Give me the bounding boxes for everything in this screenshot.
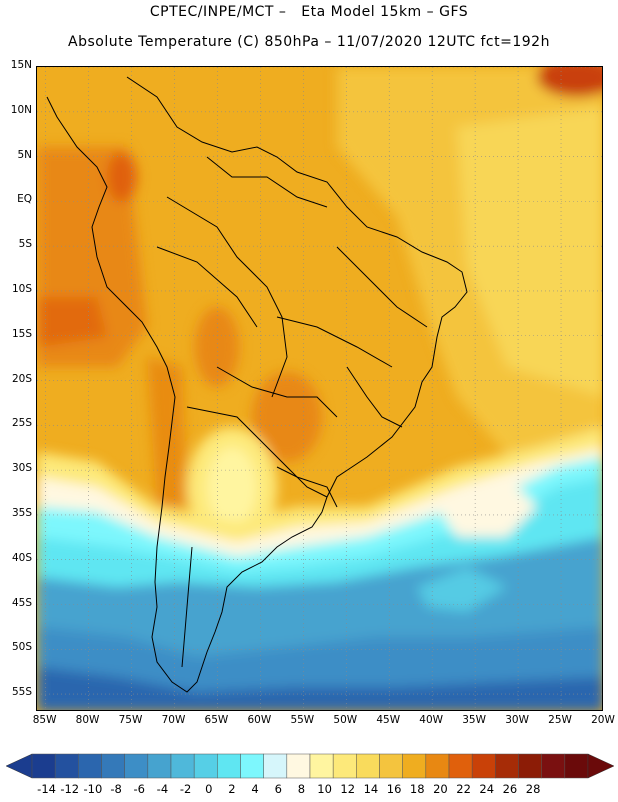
colorbar-tick-label: 22 (456, 782, 471, 796)
temperature-colorbar (0, 748, 618, 798)
colorbar-swatch (147, 753, 172, 779)
longitude-tick-label: 65W (204, 714, 229, 726)
latitude-tick-label: 5N (17, 148, 32, 161)
colorbar-swatch (101, 753, 125, 779)
longitude-tick-label: 85W (32, 714, 57, 726)
colorbar-swatch (332, 753, 357, 779)
graticule (37, 67, 602, 710)
colorbar-swatch (564, 753, 589, 779)
colorbar-tick-label: 8 (297, 782, 306, 796)
colorbar-tick-label: 18 (409, 782, 425, 796)
colorbar-tick-label: 26 (502, 782, 518, 796)
colorbar-tick-label: -12 (60, 782, 80, 796)
latitude-tick-label: 20S (11, 372, 32, 385)
longitude-tick-label: 45W (376, 714, 401, 726)
colorbar-tick-label: 24 (479, 782, 495, 796)
latitude-tick-label: 25S (11, 417, 32, 430)
map-title-line-1: CPTEC/INPE/MCT – Eta Model 15km – GFS (149, 4, 469, 20)
colorbar-tick-label: 4 (251, 782, 259, 796)
longitude-tick-label: 20W (591, 714, 615, 726)
colorbar-tick-label: 28 (525, 782, 541, 796)
longitude-tick-label: 30W (505, 714, 529, 726)
colorbar-swatch (425, 753, 450, 779)
longitude-tick-label: 70W (161, 714, 186, 726)
colorbar-tick-label: 20 (433, 782, 448, 796)
colorbar-swatch (78, 753, 102, 779)
latitude-tick-label: 5S (18, 238, 32, 251)
colorbar-swatch (518, 753, 542, 779)
colorbar-swatch (54, 753, 79, 779)
latitude-tick-label: 55S (11, 686, 32, 699)
colorbar-tick-label: -10 (83, 782, 103, 796)
colorbar-tick-label: -8 (110, 782, 122, 796)
colorbar-swatch (356, 753, 380, 779)
map-title-line-2: Absolute Temperature (C) 850hPa – 11/07/… (68, 34, 550, 50)
colorbar-swatch (31, 753, 56, 779)
colorbar-swatch (541, 753, 566, 779)
colorbar-tick-label: 12 (340, 782, 356, 796)
temperature-field (37, 67, 602, 710)
latitude-tick-label: 50S (11, 641, 32, 654)
colorbar-tick-label: -2 (179, 782, 192, 796)
colorbar-tick-label: 0 (205, 782, 213, 796)
colorbar-swatch (240, 753, 264, 779)
colorbar-swatch (448, 753, 473, 779)
colorbar-swatch (286, 753, 311, 779)
colorbar-tick-label: 6 (274, 782, 282, 796)
colorbar-swatch (309, 753, 334, 779)
longitude-tick-label: 50W (333, 714, 358, 726)
longitude-tick-label: 55W (290, 714, 315, 726)
colorbar-swatch (263, 753, 288, 779)
colorbar-min-arrow (5, 753, 33, 779)
latitude-tick-label: 10S (11, 282, 32, 295)
longitude-tick-label: 40W (419, 714, 444, 726)
latitude-tick-label: 30S (11, 462, 32, 475)
colorbar-tick-label: 16 (386, 782, 402, 796)
latitude-tick-label: 10N (10, 103, 32, 116)
longitude-tick-label: 60W (247, 714, 272, 726)
colorbar-tick-label: -6 (133, 782, 145, 796)
latitude-tick-label: 35S (11, 506, 32, 519)
south-america-outline (46, 76, 468, 693)
colorbar-swatch (124, 753, 149, 779)
longitude-tick-label: 80W (75, 714, 100, 726)
latitude-tick-label: 15N (10, 59, 32, 71)
colorbar-swatch (193, 753, 218, 779)
colorbar-swatch (379, 753, 403, 779)
colorbar-swatch (402, 753, 427, 779)
colorbar-tick-label: 14 (363, 782, 379, 796)
colorbar-tick-label: 2 (228, 782, 236, 796)
latitude-tick-label: 40S (11, 551, 32, 564)
temperature-map (36, 66, 603, 711)
longitude-tick-label: 25W (548, 714, 572, 726)
colorbar-tick-label: 10 (317, 782, 332, 796)
colorbar-swatch (170, 753, 195, 779)
colorbar-tick-label: -14 (37, 782, 56, 796)
colorbar-max-arrow (587, 753, 615, 779)
colorbar-swatch (217, 753, 241, 779)
colorbar-swatches (5, 753, 615, 779)
latitude-tick-label: 15S (11, 327, 32, 340)
colorbar-swatch (471, 753, 496, 779)
latitude-tick-label: EQ (17, 193, 32, 206)
longitude-tick-label: 75W (118, 714, 143, 726)
colorbar-tick-label: -4 (156, 782, 169, 796)
longitude-tick-label: 35W (462, 714, 486, 726)
latitude-tick-label: 45S (11, 596, 32, 609)
colorbar-swatch (495, 753, 519, 779)
